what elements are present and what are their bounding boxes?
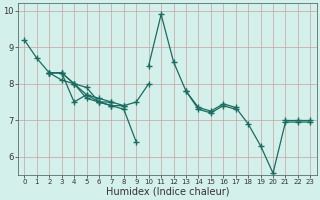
X-axis label: Humidex (Indice chaleur): Humidex (Indice chaleur) [106,187,229,197]
